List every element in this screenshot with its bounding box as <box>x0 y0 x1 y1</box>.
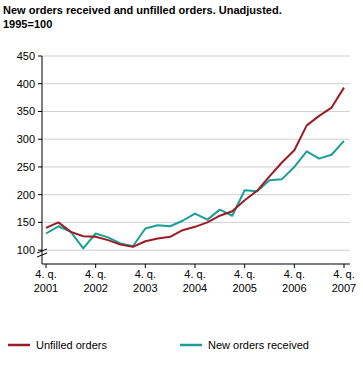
legend-swatch <box>180 344 202 347</box>
grid-line <box>42 166 350 167</box>
x-tick-label-part: 2003 <box>133 282 157 294</box>
y-tick <box>38 56 42 57</box>
y-tick <box>38 166 42 167</box>
y-tick <box>38 222 42 223</box>
x-tick-label-part: 2002 <box>83 282 107 294</box>
chart: New orders received and unfilled orders.… <box>0 0 363 367</box>
x-tick-label: 4. q. 2007 <box>332 268 356 294</box>
y-tick <box>38 139 42 140</box>
y-tick <box>38 250 42 251</box>
x-tick-label-part: 4. q. <box>135 268 156 280</box>
legend-label: Unfilled orders <box>36 339 107 351</box>
x-tick-label-part: 2007 <box>332 282 356 294</box>
x-tick-label-part: 4. q. <box>333 268 354 280</box>
title: New orders received and unfilled orders.… <box>3 4 282 16</box>
x-tick-label-part: 4. q. <box>85 268 106 280</box>
y-tick-label: 100 <box>17 244 35 256</box>
y-tick <box>38 83 42 84</box>
x-tick-label-part: 4. q. <box>35 268 56 280</box>
y-tick <box>38 194 42 195</box>
x-tick-label-part: 4. q. <box>234 268 255 280</box>
y-tick-label: 150 <box>17 216 35 228</box>
x-tick-label-part: 2004 <box>183 282 207 294</box>
x-tick-label: 4. q. 2002 <box>83 268 107 294</box>
x-tick-label: 4. q. 2005 <box>232 268 256 294</box>
legend-swatch <box>8 344 30 347</box>
subtitle: 1995=100 <box>3 18 52 30</box>
plot-area <box>46 88 344 249</box>
grid-line <box>42 56 350 57</box>
y-axis <box>42 56 43 264</box>
y-tick-label: 200 <box>17 189 35 201</box>
x-tick-label-part: 4. q. <box>184 268 205 280</box>
y-tick <box>38 111 42 112</box>
x-tick-label-part: 2001 <box>34 282 58 294</box>
grid-line <box>42 222 350 223</box>
grid-line <box>42 139 350 140</box>
y-tick-label: 450 <box>17 50 35 62</box>
x-tick-label-part: 4. q. <box>284 268 305 280</box>
x-tick-label: 4. q. 2004 <box>183 268 207 294</box>
x-tick-label: 4. q. 2001 <box>34 268 58 294</box>
axis-break <box>37 249 47 257</box>
grid-line <box>42 194 350 195</box>
x-tick-label: 4. q. 2003 <box>133 268 157 294</box>
y-tick-label: 400 <box>17 78 35 90</box>
x-tick-label-part: 2006 <box>282 282 306 294</box>
series-line <box>46 141 344 249</box>
legend-label: New orders received <box>208 339 309 351</box>
grid-line <box>42 111 350 112</box>
x-axis <box>42 264 350 265</box>
x-tick-label: 4. q. 2006 <box>282 268 306 294</box>
grid-line <box>42 250 350 251</box>
grid-line <box>42 83 350 84</box>
y-tick-label: 350 <box>17 105 35 117</box>
x-tick-label-part: 2005 <box>232 282 256 294</box>
y-tick-label: 300 <box>17 133 35 145</box>
y-tick-label: 250 <box>17 161 35 173</box>
series-line <box>46 88 344 247</box>
